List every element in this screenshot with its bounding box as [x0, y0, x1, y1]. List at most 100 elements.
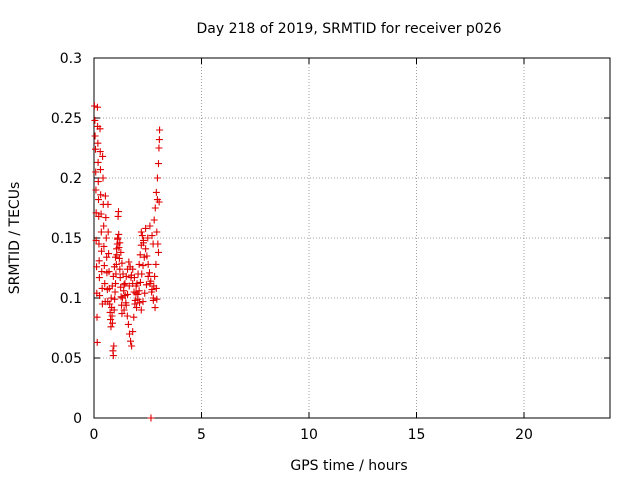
data-point [112, 253, 119, 261]
data-point [115, 254, 123, 262]
data-point [132, 282, 140, 290]
data-point [110, 342, 118, 350]
data-point [120, 306, 128, 314]
data-point [148, 232, 156, 240]
data-point [114, 235, 122, 243]
data-point [111, 295, 119, 303]
data-point [101, 192, 109, 200]
data-point [136, 251, 144, 259]
data-point [116, 274, 124, 282]
y-tick-label: 0.3 [60, 51, 82, 67]
data-point [152, 188, 160, 196]
data-point [133, 304, 141, 312]
data-point [91, 132, 99, 140]
data-point [109, 352, 117, 360]
x-tick-label: 15 [408, 427, 426, 443]
data-point [92, 186, 100, 194]
data-point [118, 310, 126, 318]
data-point [139, 262, 147, 270]
data-point [108, 282, 116, 290]
data-point [153, 228, 161, 236]
x-axis-label: GPS time / hours [290, 458, 407, 474]
data-point [147, 414, 155, 422]
data-point [117, 248, 125, 256]
data-point [92, 145, 100, 153]
data-point [151, 204, 159, 212]
y-tick-label: 0.1 [60, 291, 82, 307]
data-point [124, 290, 132, 298]
data-point [97, 191, 105, 199]
data-point [107, 294, 115, 302]
data-point [141, 289, 149, 297]
data-point [104, 228, 112, 236]
data-point [144, 272, 152, 280]
data-point [135, 287, 143, 295]
data-point [134, 290, 142, 298]
data-point [110, 263, 118, 271]
y-tick-label: 0.15 [51, 231, 82, 247]
x-tick-label: 0 [90, 427, 99, 443]
data-point [138, 232, 146, 240]
data-point [135, 260, 143, 268]
data-point [139, 236, 147, 244]
data-point [96, 292, 104, 300]
data-point [103, 253, 111, 261]
data-point [151, 304, 159, 312]
data-point [92, 236, 100, 244]
data-point [106, 308, 114, 316]
data-point [137, 306, 145, 314]
data-point [130, 274, 138, 282]
data-point [95, 257, 103, 265]
data-point [151, 272, 159, 280]
data-point [115, 208, 123, 216]
data-point [125, 282, 133, 290]
data-point [105, 268, 113, 276]
data-point [129, 265, 137, 273]
data-point [102, 234, 110, 242]
data-point [130, 288, 138, 296]
x-tick-label: 10 [300, 427, 318, 443]
data-point [139, 298, 147, 306]
data-point [118, 259, 126, 267]
y-tick-label: 0.2 [60, 171, 82, 187]
data-point [145, 269, 153, 277]
data-point [93, 263, 101, 271]
data-point [90, 102, 98, 110]
data-point [92, 209, 100, 217]
y-tick-label: 0 [73, 411, 82, 427]
data-point [142, 224, 150, 232]
data-point [98, 268, 106, 276]
data-point [128, 342, 136, 350]
chart-title: Day 218 of 2019, SRMTID for receiver p02… [196, 21, 501, 37]
data-point [129, 328, 137, 336]
data-point [115, 230, 123, 238]
data-point [125, 258, 133, 266]
data-point [95, 196, 103, 204]
x-tick-label: 5 [197, 427, 206, 443]
data-point [153, 174, 161, 182]
data-point [155, 248, 162, 256]
data-point [91, 116, 99, 124]
grid-lines [94, 58, 610, 418]
data-point [96, 125, 104, 133]
data-point [121, 280, 129, 288]
data-point [100, 262, 108, 270]
data-point [155, 136, 163, 144]
data-point [113, 245, 121, 253]
data-point [94, 158, 102, 166]
data-point [120, 281, 128, 289]
data-point [117, 293, 125, 301]
data-point [97, 210, 105, 218]
data-point [146, 280, 154, 288]
data-point [143, 252, 151, 260]
data-point [108, 312, 116, 320]
data-point [98, 247, 106, 255]
data-point [93, 103, 101, 111]
data-point [138, 270, 146, 278]
data-point [105, 250, 113, 258]
data-point [144, 260, 152, 268]
data-point [122, 272, 130, 280]
data-point [106, 300, 114, 308]
data-point [104, 200, 112, 208]
